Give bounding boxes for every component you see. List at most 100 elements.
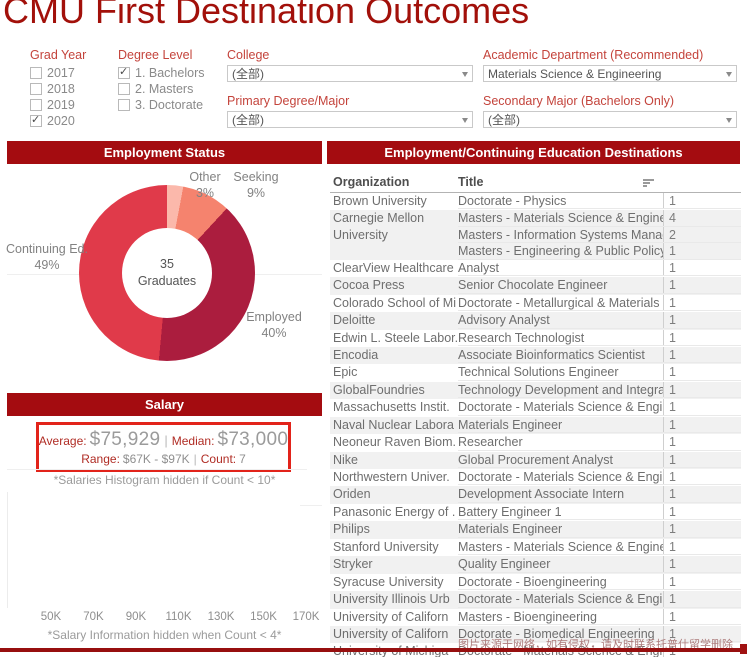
table-row[interactable]: Masters - Bioengineering 1 [458, 608, 741, 625]
table-row[interactable]: Doctorate - Physics 1 [458, 193, 741, 210]
salary-header: Salary [7, 393, 322, 416]
checkbox-unchecked[interactable] [30, 67, 42, 79]
organization-cell[interactable]: Nike [330, 452, 458, 469]
checkbox-checked[interactable] [30, 113, 42, 127]
organization-cell[interactable]: Naval Nuclear Labora [330, 417, 458, 434]
checkbox-unchecked[interactable] [30, 83, 42, 95]
chevron-down-icon[interactable] [726, 118, 732, 123]
salary-line-1: Average: $75,929 | Median: $73,000 [39, 429, 288, 451]
organization-cell[interactable]: Edwin L. Steele Labor. [330, 330, 458, 347]
column-header-title[interactable]: Title [458, 175, 484, 189]
table-row[interactable]: Analyst 1 [458, 259, 741, 277]
table-row[interactable]: Doctorate - Bioengineering 1 [458, 573, 741, 591]
organization-cell[interactable]: Oriden [330, 486, 458, 503]
destinations-table: Organization Title Brown University Docto… [330, 175, 741, 657]
checkbox-unchecked[interactable] [118, 99, 130, 111]
table-row[interactable]: Advisory Analyst 1 [458, 312, 741, 329]
table-row[interactable]: Research Technologist 1 [458, 329, 741, 346]
organization-cell[interactable]: Stryker [330, 556, 458, 573]
organization-cell[interactable]: Epic [330, 364, 458, 381]
divider: | [164, 432, 168, 448]
organization-name: Neoneur Raven Biom. [333, 435, 456, 450]
filter-secondary-major: Secondary Major (Bachelors Only) (全部) [483, 94, 737, 128]
employment-status-donut-chart[interactable]: 35 Graduates [79, 185, 255, 361]
organization-cell[interactable]: Cocoa Press [330, 277, 458, 294]
organization-cell[interactable]: University Illinois Urb [330, 591, 458, 608]
grad-year-option-2017[interactable]: 2017 [30, 65, 86, 81]
chevron-down-icon[interactable] [462, 118, 468, 123]
title-cell: Masters - Materials Science & Engineerin… [458, 211, 663, 226]
organization-cell[interactable]: Philips [330, 521, 458, 538]
secondary-major-dropdown[interactable]: (全部) [483, 111, 737, 128]
academic-department-dropdown[interactable]: Materials Science & Engineering [483, 65, 737, 82]
organization-cell[interactable]: Colorado School of Mi [330, 295, 458, 312]
organization-cell[interactable]: University of Californ [330, 609, 458, 626]
table-row[interactable]: Associate Bioinformatics Scientist 1 [458, 346, 741, 364]
count-cell: 1 [663, 329, 741, 345]
sort-descending-icon[interactable] [643, 179, 654, 188]
table-group: Neoneur Raven Biom. Researcher 1 [330, 434, 741, 451]
table-row[interactable]: Doctorate - Metallurgical & Materials 1 [458, 294, 741, 312]
title-cell: Doctorate - Physics [458, 194, 567, 208]
axis-tick-110k: 110K [165, 611, 192, 623]
organization-cell[interactable]: Syracuse University [330, 574, 458, 591]
checkbox-unchecked[interactable] [30, 99, 42, 111]
secondary-major-dropdown-value: (全部) [488, 113, 520, 127]
table-row[interactable]: Global Procurement Analyst 1 [458, 451, 741, 468]
degree-level-option-2-masters[interactable]: 2. Masters [118, 81, 204, 97]
filter-grad-year: Grad Year 2017 2018 2019 2020 [30, 48, 86, 129]
table-row[interactable]: Masters - Information Systems Manage 2 [458, 226, 741, 244]
organization-cell[interactable]: Panasonic Energy of . [330, 504, 458, 521]
count-cell: 1 [663, 381, 741, 398]
table-row[interactable]: Technical Solutions Engineer 1 [458, 364, 741, 381]
chevron-down-icon[interactable] [726, 72, 732, 77]
table-row[interactable]: Doctorate - Biomedical Engineering 1 [458, 625, 741, 643]
title-rows: Doctorate - Physics 1 [458, 193, 741, 210]
degree-level-option-3-doctorate[interactable]: 3. Doctorate [118, 97, 204, 113]
table-row[interactable]: Development Associate Intern 1 [458, 486, 741, 503]
college-dropdown[interactable]: (全部) [227, 65, 473, 82]
table-row[interactable]: Technology Development and Integrat 1 [458, 381, 741, 399]
organization-cell[interactable]: Massachusetts Instit. [330, 399, 458, 416]
table-row[interactable]: Quality Engineer 1 [458, 556, 741, 573]
organization-cell[interactable]: Carnegie Mellon University [330, 210, 458, 259]
table-row[interactable]: Masters - Materials Science & Enginee 1 [458, 538, 741, 556]
checkbox-checked[interactable] [118, 65, 130, 79]
organization-cell[interactable]: Deloitte [330, 312, 458, 329]
checkbox-unchecked[interactable] [118, 83, 130, 95]
table-row[interactable]: Senior Chocolate Engineer 1 [458, 277, 741, 294]
organization-cell[interactable]: Stanford University [330, 539, 458, 556]
organization-name: Stryker [333, 557, 373, 572]
table-row[interactable]: Researcher 1 [458, 434, 741, 451]
title-rows: Quality Engineer 1 [458, 556, 741, 573]
grad-year-option-2018[interactable]: 2018 [30, 81, 86, 97]
table-row[interactable]: Materials Engineer 1 [458, 521, 741, 538]
organization-cell[interactable]: Encodia [330, 347, 458, 364]
count-cell: 1 [663, 399, 741, 415]
degree-level-option-1-bachelors[interactable]: 1. Bachelors [118, 65, 204, 81]
count-cell: 1 [663, 277, 741, 293]
count-cell: 1 [663, 521, 741, 537]
table-row[interactable]: Materials Engineer 1 [458, 416, 741, 434]
organization-cell[interactable]: GlobalFoundries [330, 382, 458, 399]
organization-cell[interactable]: Brown University [330, 193, 458, 210]
column-header-organization[interactable]: Organization [333, 175, 410, 189]
table-row[interactable]: Masters - Materials Science & Engineerin… [458, 210, 741, 227]
table-row[interactable]: Masters - Engineering & Public Policy 1 [458, 243, 741, 260]
organization-cell[interactable]: Northwestern Univer. [330, 469, 458, 486]
count-value: 7 [239, 451, 246, 466]
grad-year-option-2020[interactable]: 2020 [30, 113, 86, 129]
organization-cell[interactable]: University of Californ [330, 626, 458, 643]
filter-academic-department-label: Academic Department (Recommended) [483, 48, 704, 62]
organization-cell[interactable]: ClearView Healthcare [330, 260, 458, 277]
organization-cell[interactable]: Neoneur Raven Biom. [330, 434, 458, 451]
title-rows: Analyst 1 [458, 259, 741, 277]
primary-major-dropdown[interactable]: (全部) [227, 111, 473, 128]
grad-year-option-2019[interactable]: 2019 [30, 97, 86, 113]
chevron-down-icon[interactable] [462, 72, 468, 77]
table-row[interactable]: Battery Engineer 1 1 [458, 503, 741, 521]
